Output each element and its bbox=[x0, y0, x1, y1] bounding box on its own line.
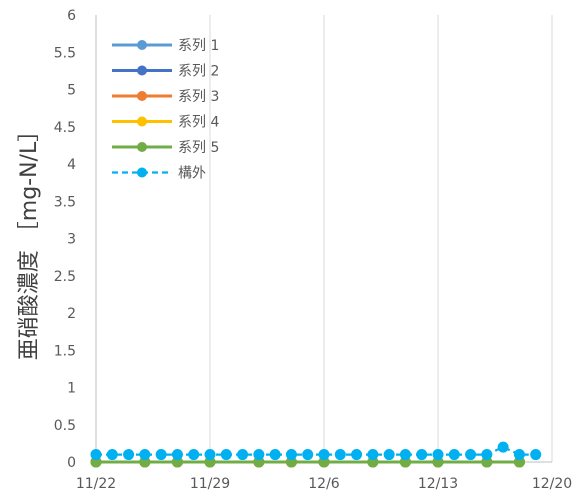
legend-swatch-marker bbox=[137, 167, 147, 178]
y-tick-label: 1.5 bbox=[54, 343, 76, 359]
data-point bbox=[334, 449, 346, 461]
legend: 系列 1 系列 2 系列 3 系列 4 系列 5 構外 bbox=[112, 38, 219, 182]
x-tick-label: 12/6 bbox=[308, 476, 340, 492]
data-point bbox=[351, 449, 363, 461]
data-point bbox=[155, 449, 167, 461]
legend-label: 系列 2 bbox=[178, 64, 219, 80]
data-point bbox=[220, 449, 232, 461]
series-line-6 bbox=[96, 445, 536, 456]
data-point bbox=[318, 449, 330, 461]
data-point bbox=[497, 441, 509, 453]
data-point bbox=[367, 449, 379, 461]
data-point bbox=[448, 449, 460, 461]
y-tick-label: 4.5 bbox=[54, 120, 76, 136]
y-tick-label: 6 bbox=[67, 8, 76, 24]
y-tick-label: 5.5 bbox=[54, 45, 76, 61]
data-point bbox=[465, 449, 477, 461]
x-tick-label: 12/20 bbox=[532, 476, 572, 492]
legend-swatch-marker bbox=[137, 40, 147, 50]
x-tick-label: 11/29 bbox=[190, 476, 230, 492]
y-tick-label: 0 bbox=[67, 455, 76, 471]
data-point bbox=[139, 449, 151, 461]
x-tick-label: 11/22 bbox=[76, 476, 116, 492]
data-point bbox=[416, 449, 428, 461]
y-tick-label: 3.5 bbox=[54, 194, 76, 210]
data-point bbox=[285, 449, 297, 461]
grid bbox=[95, 15, 553, 462]
y-tick-label: 0.5 bbox=[54, 418, 76, 434]
data-point bbox=[204, 449, 216, 461]
data-point bbox=[530, 449, 542, 461]
x-tick-label: 12/13 bbox=[418, 476, 458, 492]
data-point bbox=[269, 449, 281, 461]
data-point bbox=[171, 449, 183, 461]
axes: 11/22 11/29 12/6 12/13 12/20 0 0.5 1 1.5 2 2.5 3 3.5… bbox=[54, 8, 572, 492]
data-point bbox=[188, 449, 200, 461]
legend-label: 系列 5 bbox=[178, 140, 219, 156]
legend-label: 系列 4 bbox=[178, 115, 219, 131]
y-tick-label: 5 bbox=[67, 83, 76, 99]
legend-swatch-marker bbox=[137, 65, 147, 76]
data-point bbox=[106, 449, 118, 461]
legend-label: 系列 3 bbox=[178, 89, 219, 105]
data-point bbox=[253, 449, 265, 461]
y-axis-title: 亜硝酸濃度 ［mg-N/L］ bbox=[17, 120, 42, 360]
data-point bbox=[481, 449, 493, 461]
data-point bbox=[123, 449, 135, 461]
data-point bbox=[302, 449, 314, 461]
y-tick-label: 4 bbox=[67, 157, 76, 173]
legend-swatch-marker bbox=[137, 91, 147, 101]
data-point bbox=[513, 449, 525, 461]
y-tick-label: 2.5 bbox=[54, 269, 76, 285]
y-tick-label: 3 bbox=[67, 232, 76, 248]
plot-area bbox=[90, 441, 542, 468]
data-point bbox=[399, 449, 411, 461]
data-point bbox=[383, 449, 395, 461]
data-point bbox=[237, 449, 249, 461]
legend-swatch-marker bbox=[137, 142, 147, 152]
legend-swatch-marker bbox=[137, 116, 147, 127]
y-tick-label: 2 bbox=[67, 306, 76, 322]
data-point bbox=[432, 449, 444, 461]
data-point bbox=[90, 449, 102, 461]
legend-label: 構外 bbox=[178, 166, 206, 182]
y-tick-label: 1 bbox=[67, 381, 76, 397]
legend-label: 系列 1 bbox=[178, 38, 219, 54]
